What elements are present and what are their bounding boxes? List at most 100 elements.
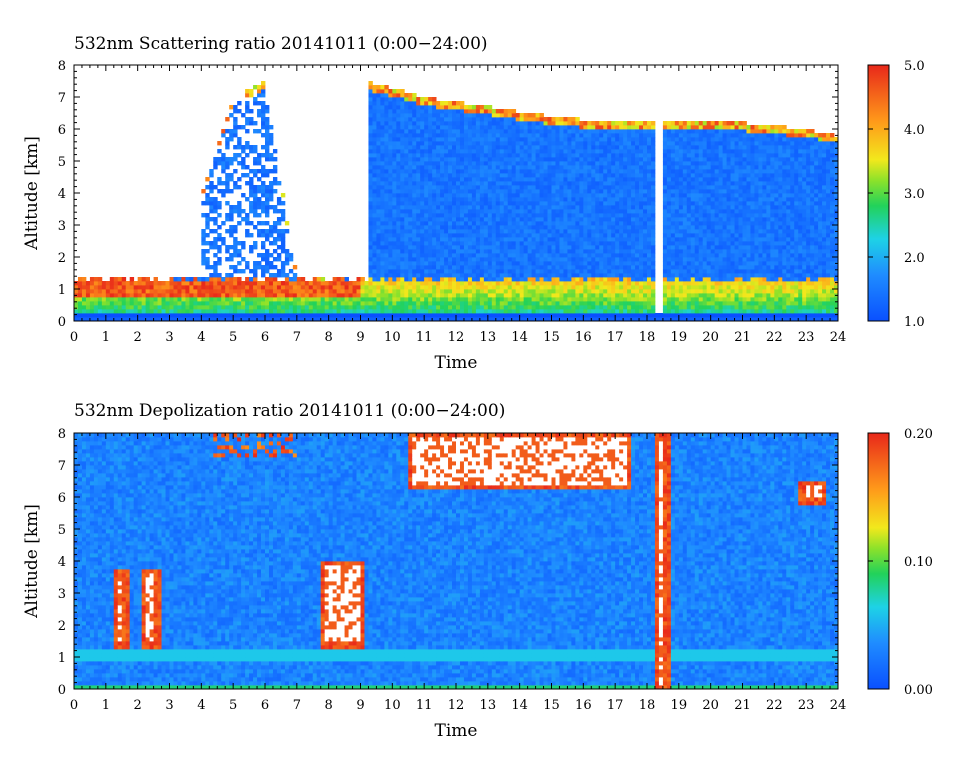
- heatmap-cell: [288, 305, 294, 310]
- heatmap-cell: [483, 157, 489, 162]
- heatmap-cell: [459, 181, 465, 186]
- heatmap-cell: [404, 253, 409, 258]
- heatmap-cell: [511, 125, 517, 130]
- heatmap-cell: [249, 145, 254, 150]
- heatmap-cell: [161, 281, 166, 286]
- heatmap-cell: [81, 301, 87, 306]
- heatmap-cell: [579, 241, 584, 246]
- heatmap-cell: [515, 297, 521, 302]
- heatmap-cell: [268, 133, 274, 138]
- heatmap-cell: [531, 273, 536, 278]
- heatmap-cell: [491, 289, 497, 294]
- heatmap-cell: [448, 225, 453, 230]
- heatmap-cell: [503, 305, 509, 310]
- heatmap-cell: [575, 309, 580, 314]
- heatmap-cell: [623, 293, 628, 298]
- heatmap-cell: [559, 237, 564, 242]
- heatmap-cell: [456, 201, 461, 206]
- heatmap-cell: [209, 293, 214, 298]
- heatmap-cell: [619, 189, 624, 194]
- heatmap-cell: [388, 249, 393, 254]
- heatmap-cell: [444, 145, 449, 150]
- heatmap-cell: [201, 241, 206, 246]
- heatmap-cell: [229, 133, 234, 138]
- heatmap-cell: [571, 309, 576, 314]
- heatmap-cell: [487, 149, 493, 154]
- heatmap-cell: [543, 165, 548, 170]
- heatmap-cell: [356, 313, 361, 318]
- heatmap-cell: [209, 265, 214, 270]
- heatmap-cell: [631, 253, 636, 258]
- heatmap-cell: [523, 137, 529, 142]
- heatmap-cell: [527, 245, 533, 250]
- heatmap-cell: [241, 305, 246, 310]
- heatmap-cell: [511, 289, 517, 294]
- heatmap-cell: [459, 113, 465, 118]
- heatmap-cell: [452, 273, 457, 278]
- heatmap-cell: [265, 137, 270, 142]
- heatmap-cell: [519, 189, 525, 194]
- heatmap-cell: [205, 289, 210, 294]
- heatmap-cell: [380, 185, 385, 190]
- heatmap-cell: [400, 289, 405, 294]
- heatmap-cell: [643, 225, 648, 230]
- heatmap-cell: [551, 169, 556, 174]
- heatmap-cell: [539, 121, 544, 126]
- heatmap-cell: [265, 221, 270, 226]
- heatmap-cell: [527, 313, 533, 318]
- heatmap-cell: [547, 313, 552, 318]
- heatmap-cell: [603, 165, 608, 170]
- heatmap-cell: [475, 277, 481, 282]
- heatmap-cell: [416, 277, 421, 282]
- heatmap-cell: [444, 229, 449, 234]
- heatmap-cell: [396, 277, 401, 282]
- heatmap-cell: [249, 233, 254, 238]
- heatmap-cell: [571, 269, 576, 274]
- heatmap-cell: [448, 157, 453, 162]
- heatmap-cell: [507, 261, 513, 266]
- heatmap-cell: [539, 237, 544, 242]
- heatmap-cell: [507, 269, 513, 274]
- heatmap-cell: [567, 269, 572, 274]
- heatmap-cell: [300, 289, 306, 294]
- heatmap-cell: [261, 209, 266, 214]
- heatmap-cell: [237, 309, 242, 314]
- heatmap-cell: [519, 253, 525, 258]
- heatmap-cell: [237, 153, 242, 158]
- heatmap-cell: [619, 149, 624, 154]
- heatmap-cell: [217, 177, 222, 182]
- heatmap-cell: [643, 153, 648, 158]
- heatmap-cell: [567, 205, 572, 210]
- heatmap-cell: [639, 145, 644, 150]
- heatmap-cell: [635, 233, 640, 238]
- heatmap-cell: [356, 277, 361, 282]
- heatmap-cell: [233, 289, 238, 294]
- heatmap-cell: [503, 113, 509, 118]
- heatmap-cell: [575, 137, 580, 142]
- heatmap-cell: [503, 129, 509, 134]
- heatmap-cell: [479, 201, 485, 206]
- heatmap-cell: [563, 129, 568, 134]
- heatmap-cell: [380, 289, 385, 294]
- heatmap-cell: [595, 165, 600, 170]
- heatmap-cell: [328, 305, 334, 310]
- heatmap-cell: [233, 249, 238, 254]
- heatmap-cell: [571, 273, 576, 278]
- heatmap-cell: [181, 305, 186, 310]
- heatmap-cell: [507, 133, 513, 138]
- heatmap-cell: [547, 233, 552, 238]
- heatmap-cell: [575, 157, 580, 162]
- heatmap-cell: [388, 257, 393, 262]
- heatmap-cell: [384, 141, 389, 146]
- heatmap-cell: [265, 281, 270, 286]
- heatmap-cell: [89, 289, 95, 294]
- heatmap-cell: [408, 173, 413, 178]
- heatmap-cell: [380, 149, 385, 154]
- heatmap-cell: [543, 129, 548, 134]
- heatmap-cell: [467, 205, 473, 210]
- heatmap-cell: [336, 285, 342, 290]
- heatmap-cell: [507, 141, 513, 146]
- heatmap-cell: [619, 245, 624, 250]
- heatmap-cell: [384, 317, 389, 321]
- heatmap-cell: [619, 309, 624, 314]
